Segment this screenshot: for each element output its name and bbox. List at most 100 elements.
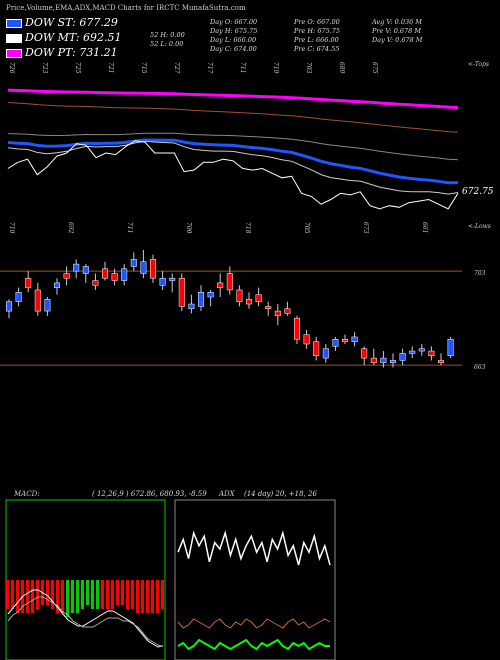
- macd-histogram-bar: [71, 580, 74, 613]
- macd-histogram-bar: [86, 580, 89, 605]
- tops-axis-label: <-Tops: [468, 61, 489, 68]
- candle-body: [361, 348, 368, 359]
- candle-body: [82, 266, 89, 274]
- top-tick-label: 715: [140, 62, 147, 74]
- top-tick-label: 723: [41, 62, 48, 74]
- macd-histogram-bar: [121, 580, 124, 605]
- macd-title: MACD:: [14, 490, 40, 498]
- macd-values: ( 12,26,9 ) 672.86, 680.93, -8.59: [92, 490, 207, 498]
- plus-di-line: [177, 638, 330, 651]
- macd-histogram-bar: [46, 580, 49, 605]
- top-tick-label: 703: [305, 62, 312, 74]
- macd-histogram-bar: [26, 580, 29, 613]
- legend-swatch-st: [6, 19, 22, 28]
- macd-histogram-bar: [16, 580, 19, 613]
- ema-blue-line: [7, 138, 459, 185]
- legend-label-mt: DOW MT: 692.51: [25, 31, 122, 44]
- macd-histogram-bar: [66, 580, 69, 617]
- chart-title: Price,Volume,EMA,ADX,MACD Charts for IRC…: [6, 4, 246, 12]
- candle-body: [159, 277, 166, 286]
- candle-body: [313, 341, 320, 356]
- candle-body: [409, 350, 416, 354]
- stat-pre-vol: Pre V: 0.678 M: [372, 27, 422, 35]
- macd-histogram-bar: [51, 580, 54, 609]
- macd-histogram-bar: [81, 580, 84, 609]
- candle-body: [447, 339, 454, 356]
- macd-panel: [5, 499, 166, 660]
- top-tick-label: 689: [338, 62, 345, 74]
- stat-52h: 52 H: 0.00: [150, 31, 185, 39]
- macd-histogram-bar: [156, 580, 159, 613]
- candle-body: [140, 261, 147, 274]
- candle-body: [188, 303, 195, 309]
- price-level-label: 703: [474, 270, 486, 277]
- top-tick-label: 711: [239, 62, 246, 73]
- macd-histogram-bar: [96, 580, 99, 609]
- candle-body: [303, 334, 310, 345]
- candle-body: [265, 306, 272, 309]
- legend-swatch-pt: [6, 49, 22, 58]
- stat-avg-vol: Avg V: 0.036 M: [372, 18, 422, 26]
- candle-body: [130, 259, 137, 267]
- candle-body: [418, 348, 425, 352]
- candle-body: [15, 292, 22, 302]
- stat-day-high: Day H: 675.75: [210, 27, 258, 35]
- candle-body: [246, 299, 252, 305]
- stat-pre-open: Pre O: 667.00: [294, 18, 340, 26]
- candle-body: [178, 277, 185, 307]
- candle-body: [322, 348, 329, 359]
- macd-title-text: MACD:: [14, 490, 40, 498]
- ema-magenta-line: [7, 88, 459, 110]
- stat-day-open: Day O: 667.00: [210, 18, 258, 26]
- candle-body: [63, 273, 70, 279]
- macd-histogram-bar: [141, 580, 144, 613]
- ema-lines: [7, 88, 459, 210]
- macd-histogram-bar: [91, 580, 94, 609]
- ema-light-line: [7, 140, 459, 195]
- top-tick-label: 721: [107, 62, 114, 73]
- stat-pre-close: Pre C: 674.55: [294, 45, 340, 53]
- stat-day-vol: Day V: 0.678 M: [372, 36, 423, 44]
- low-tick-label: 710: [8, 222, 15, 234]
- candle-body: [217, 282, 224, 288]
- legend-swatch-mt: [6, 34, 22, 43]
- candle-body: [274, 310, 281, 317]
- legend-dow-st: DOW ST: 677.29: [6, 16, 156, 30]
- legend-label-st: DOW ST: 677.29: [25, 16, 118, 29]
- macd-histogram-bar: [6, 580, 9, 609]
- ema-price-label: 672.75: [462, 187, 494, 197]
- macd-histogram-bar: [101, 580, 104, 609]
- candle-body: [54, 282, 60, 288]
- macd-histogram-bar: [146, 580, 149, 613]
- macd-histogram-bar: [56, 580, 59, 613]
- close-price-line: [7, 140, 459, 210]
- lows-axis: 710 692 711 700 718 705 673 661: [8, 222, 428, 234]
- low-tick-label: 718: [244, 222, 251, 234]
- adx-title: ADX: [219, 490, 235, 498]
- candle-body: [102, 268, 108, 279]
- macd-histogram-bar: [126, 580, 129, 609]
- macd-histogram-bar: [161, 580, 164, 610]
- top-tick-label: 719: [272, 62, 279, 74]
- candle-body: [284, 308, 291, 314]
- candle-body: [255, 294, 262, 302]
- candle-body: [370, 357, 377, 364]
- candle-body: [294, 317, 300, 340]
- lows-axis-label: <-Lows: [468, 223, 491, 230]
- top-tick-label: 717: [206, 62, 213, 74]
- candle-body: [438, 360, 444, 364]
- candle-body: [169, 277, 176, 281]
- macd-histogram-bar: [111, 580, 114, 609]
- stat-pre-low: Pre L: 666.00: [294, 36, 339, 44]
- price-level-label: 663: [474, 364, 486, 371]
- candle-body: [25, 277, 32, 288]
- adx-values: (14 day) 20, +18, 26: [244, 490, 317, 498]
- low-tick-label: 692: [67, 222, 74, 234]
- candle-body: [226, 273, 233, 291]
- candle-body: [73, 263, 80, 272]
- candles: [6, 250, 454, 368]
- macd-histogram-bar: [106, 580, 109, 609]
- stat-day-close: Day C: 674.00: [210, 45, 257, 53]
- adx-frame: [174, 499, 336, 660]
